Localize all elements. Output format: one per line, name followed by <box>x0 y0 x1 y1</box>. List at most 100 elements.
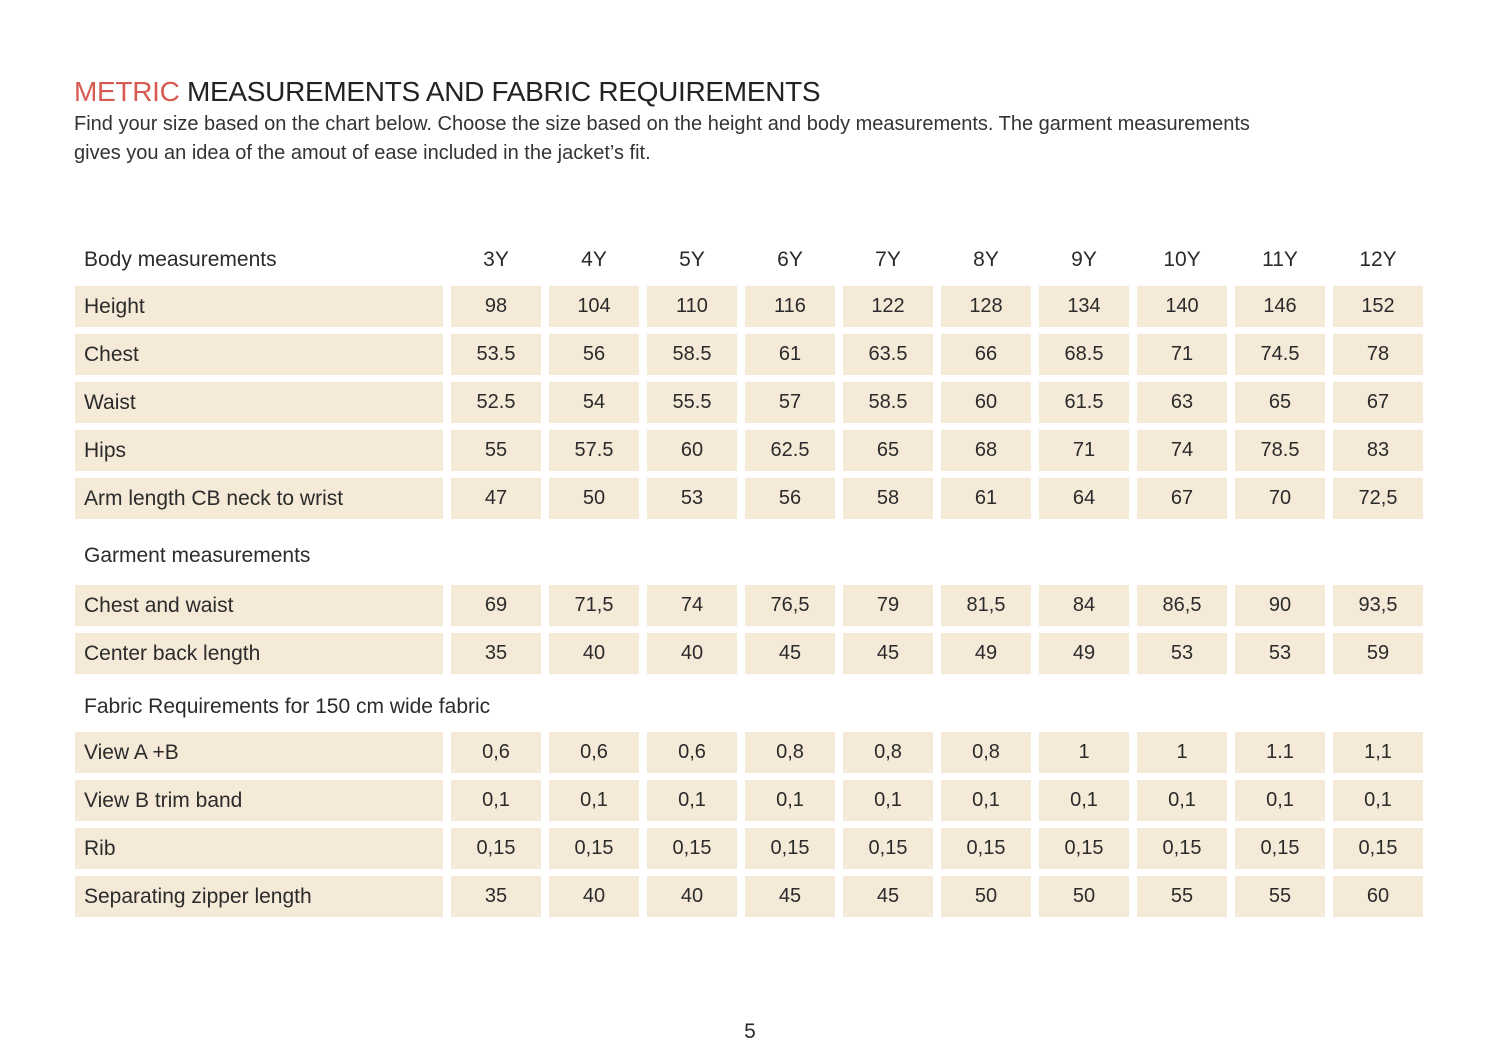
cell-value: 45 <box>843 876 933 917</box>
cell-value: 55 <box>1137 876 1227 917</box>
row-label: Waist <box>75 382 443 423</box>
page-number: 5 <box>744 1020 756 1043</box>
row-label: Center back length <box>75 633 443 674</box>
cell-value: 0,1 <box>549 780 639 821</box>
fabric-section-label: Fabric Requirements for 150 cm wide fabr… <box>84 694 491 718</box>
cell-value: 47 <box>451 478 541 519</box>
page-title: METRIC MEASUREMENTS AND FABRIC REQUIREME… <box>74 76 821 108</box>
cell-value: 98 <box>451 286 541 327</box>
cell-value: 79 <box>843 585 933 626</box>
title-rest: MEASUREMENTS AND FABRIC REQUIREMENTS <box>179 76 821 107</box>
cell-value: 74 <box>1137 430 1227 471</box>
cell-value: 0,15 <box>1235 828 1325 869</box>
cell-value: 45 <box>745 633 835 674</box>
row-label: Height <box>75 286 443 327</box>
size-column-header: 6Y <box>777 248 803 271</box>
cell-value: 50 <box>941 876 1031 917</box>
body-measurement-rows: Height 98 104 110 116 122 128 134 140 146 152 Chest… <box>75 286 1423 519</box>
size-column-header: 7Y <box>875 248 901 271</box>
cell-value: 35 <box>451 876 541 917</box>
cell-value: 122 <box>843 286 933 327</box>
cell-value: 1.1 <box>1235 732 1325 773</box>
cell-value: 146 <box>1235 286 1325 327</box>
cell-value: 53.5 <box>451 334 541 375</box>
cell-value: 71,5 <box>549 585 639 626</box>
cell-value: 0,1 <box>745 780 835 821</box>
cell-value: 40 <box>647 876 737 917</box>
cell-value: 45 <box>745 876 835 917</box>
cell-value: 40 <box>549 876 639 917</box>
cell-value: 66 <box>941 334 1031 375</box>
table-row: View A +B 0,6 0,6 0,6 0,8 0,8 0,8 1 1 1.1 1,1 <box>75 732 1423 773</box>
size-column-header: 8Y <box>973 248 999 271</box>
cell-value: 0,1 <box>647 780 737 821</box>
cell-value: 0,1 <box>451 780 541 821</box>
cell-value: 0,15 <box>1137 828 1227 869</box>
cell-value: 69 <box>451 585 541 626</box>
cell-value: 0,15 <box>647 828 737 869</box>
cell-value: 60 <box>647 430 737 471</box>
cell-value: 134 <box>1039 286 1129 327</box>
cell-value: 55.5 <box>647 382 737 423</box>
cell-value: 0,1 <box>1235 780 1325 821</box>
cell-value: 1 <box>1137 732 1227 773</box>
cell-value: 67 <box>1137 478 1227 519</box>
cell-value: 110 <box>647 286 737 327</box>
cell-value: 90 <box>1235 585 1325 626</box>
cell-value: 93,5 <box>1333 585 1423 626</box>
table-header-label: Body measurements <box>84 248 277 271</box>
size-column-header: 11Y <box>1262 248 1298 271</box>
cell-value: 0,15 <box>941 828 1031 869</box>
table-row: View B trim band 0,1 0,1 0,1 0,1 0,1 0,1 0,1 0,1… <box>75 780 1423 821</box>
cell-value: 86,5 <box>1137 585 1227 626</box>
cell-value: 58 <box>843 478 933 519</box>
size-column-header: 3Y <box>483 248 509 271</box>
garment-measurement-rows: Chest and waist 69 71,5 74 76,5 79 81,5 84 86,5 9… <box>75 585 1423 674</box>
size-column-header: 9Y <box>1071 248 1097 271</box>
cell-value: 78 <box>1333 334 1423 375</box>
cell-value: 52.5 <box>451 382 541 423</box>
cell-value: 61 <box>745 334 835 375</box>
cell-value: 65 <box>1235 382 1325 423</box>
cell-value: 57.5 <box>549 430 639 471</box>
row-label: Rib <box>75 828 443 869</box>
cell-value: 1,1 <box>1333 732 1423 773</box>
table-header-row: Body measurements 3Y 4Y 5Y 6Y 7Y 8Y 9Y 10Y 11Y 12Y <box>75 238 1423 282</box>
row-label: Chest and waist <box>75 585 443 626</box>
cell-value: 53 <box>647 478 737 519</box>
cell-value: 74 <box>647 585 737 626</box>
cell-value: 74.5 <box>1235 334 1325 375</box>
cell-value: 35 <box>451 633 541 674</box>
cell-value: 71 <box>1039 430 1129 471</box>
intro-paragraph: Find your size based on the chart below.… <box>74 110 1250 168</box>
cell-value: 60 <box>941 382 1031 423</box>
row-label: View A +B <box>75 732 443 773</box>
cell-value: 0,15 <box>1039 828 1129 869</box>
cell-value: 0,15 <box>1333 828 1423 869</box>
cell-value: 56 <box>549 334 639 375</box>
cell-value: 60 <box>1333 876 1423 917</box>
cell-value: 53 <box>1137 633 1227 674</box>
cell-value: 58.5 <box>647 334 737 375</box>
cell-value: 72,5 <box>1333 478 1423 519</box>
cell-value: 140 <box>1137 286 1227 327</box>
cell-value: 1 <box>1039 732 1129 773</box>
cell-value: 61.5 <box>1039 382 1129 423</box>
intro-line-1: Find your size based on the chart below.… <box>74 113 1250 135</box>
cell-value: 64 <box>1039 478 1129 519</box>
size-table: Body measurements 3Y 4Y 5Y 6Y 7Y 8Y 9Y 10Y 11Y 12Y… <box>75 238 1423 924</box>
garment-section-label: Garment measurements <box>84 543 311 567</box>
fabric-requirement-rows: View A +B 0,6 0,6 0,6 0,8 0,8 0,8 1 1 1.1 1,1 View … <box>75 732 1423 917</box>
table-row: Chest and waist 69 71,5 74 76,5 79 81,5 84 86,5 9… <box>75 585 1423 626</box>
cell-value: 0,1 <box>941 780 1031 821</box>
row-label: Chest <box>75 334 443 375</box>
cell-value: 0,15 <box>549 828 639 869</box>
row-label: Separating zipper length <box>75 876 443 917</box>
cell-value: 68 <box>941 430 1031 471</box>
cell-value: 63 <box>1137 382 1227 423</box>
cell-value: 61 <box>941 478 1031 519</box>
cell-value: 81,5 <box>941 585 1031 626</box>
cell-value: 62.5 <box>745 430 835 471</box>
cell-value: 76,5 <box>745 585 835 626</box>
